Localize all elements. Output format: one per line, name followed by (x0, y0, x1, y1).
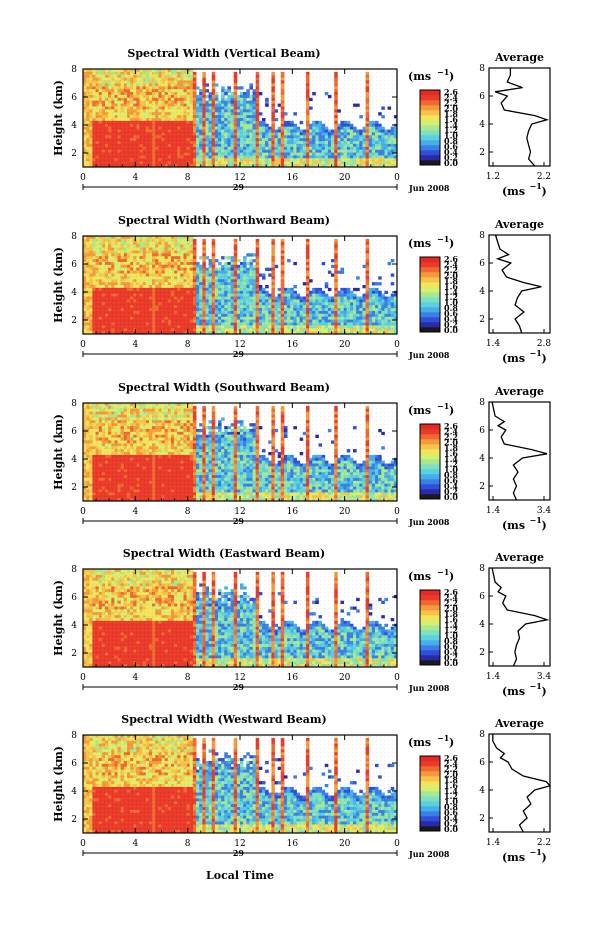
colorbar-swatch (420, 140, 440, 146)
colorbar-tick-label: 2.0 (444, 103, 458, 113)
y-tick-label: 6 (71, 93, 77, 103)
colorbar-swatch (420, 90, 440, 96)
x-tick-label: 16 (287, 173, 299, 183)
y-tick-label: 8 (71, 65, 77, 75)
panel-title: Spectral Width (Vertical Beam) (127, 47, 320, 60)
colorbar-swatch (420, 130, 440, 136)
colorbar-swatch (420, 160, 440, 166)
x-tick-label: 0 (80, 173, 86, 183)
colorbar-swatch (420, 110, 440, 116)
colorbar-unit-close: ) (449, 70, 454, 83)
colorbar-swatch (420, 115, 440, 121)
x-tick-label: 0 (394, 173, 400, 183)
heatmap-texture (83, 69, 397, 167)
colorbar-unit-exp: −1 (437, 67, 449, 77)
colorbar-tick-label: 2.2 (444, 98, 458, 108)
colorbar-unit: (ms (408, 70, 431, 83)
profile-x-label-close: ) (542, 185, 547, 198)
y-axis-label: Height (km) (52, 80, 65, 156)
colorbar-tick-label: 1.8 (444, 109, 458, 119)
profile-y-tick-label: 8 (479, 64, 485, 74)
profile-title: Average (494, 51, 544, 64)
colorbar-swatch (420, 135, 440, 141)
x-tick-label: 4 (132, 173, 138, 183)
y-tick-label: 2 (71, 149, 77, 159)
date-month-label: Jun 2008 (408, 183, 450, 193)
colorbar-tick-label: 0.8 (444, 136, 458, 146)
panel-2: Spectral Width (Northward Beam)0 4 8 12 16 20… (52, 214, 551, 365)
colorbar-tick-label: 1.0 (444, 131, 458, 141)
x-tick-label: 12 (234, 173, 245, 183)
x-tick-label: 20 (339, 173, 351, 183)
colorbar-swatch (420, 100, 440, 106)
colorbar-tick-label: 1.6 (444, 114, 458, 124)
colorbar-tick-label: 2.4 (444, 92, 458, 102)
profile-frame (488, 67, 551, 167)
colorbar-tick-label: 1.2 (444, 125, 458, 135)
colorbar-tick-label: 0.6 (444, 142, 458, 152)
profile-y-tick-label: 4 (479, 120, 485, 130)
profile-x-tick-label: 1.2 (486, 172, 500, 182)
y-tick-label: 4 (71, 121, 77, 131)
date-day-label: 29 (233, 182, 245, 192)
colorbar-swatch (420, 145, 440, 151)
colorbar-swatch (420, 150, 440, 156)
colorbar-swatch (420, 155, 440, 161)
x-tick-label: 8 (185, 173, 191, 183)
heatmap (83, 236, 398, 335)
colorbar-frame (419, 89, 441, 166)
colorbar-tick-label: 2.6 (444, 87, 458, 97)
panel-title: Spectral Width (Northward Beam) (118, 214, 330, 227)
colorbar-swatch (420, 120, 440, 126)
colorbar-tick-label: 0.4 (444, 147, 458, 157)
colorbar-tick-label: 0.2 (444, 153, 458, 163)
profile-x-label-exp: −1 (530, 181, 542, 191)
colorbar-swatch (420, 95, 440, 101)
heatmap (83, 69, 398, 168)
profile-x-label: (ms (502, 185, 525, 198)
colorbar-swatch (420, 105, 440, 111)
colorbar-swatch (420, 125, 440, 131)
colorbar-tick-label: 0.0 (444, 158, 458, 168)
colorbar-tick-label: 1.4 (444, 120, 458, 130)
profile-y-tick-label: 2 (479, 148, 485, 158)
panel-1: Spectral Width (Vertical Beam)0 4 8 12 16 20 0… (52, 47, 551, 198)
profile-y-tick-label: 6 (479, 92, 485, 102)
